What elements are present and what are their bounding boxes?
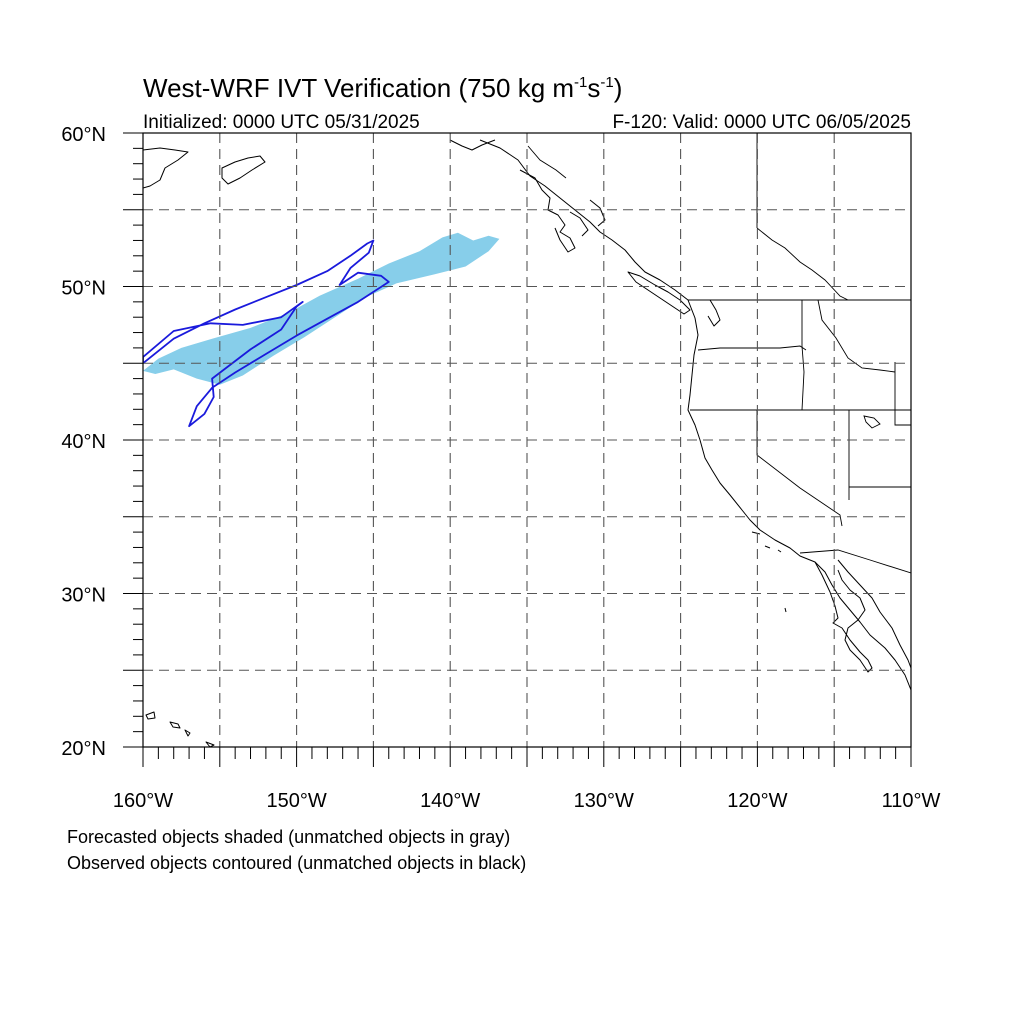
axis-ticks	[123, 132, 912, 767]
island-hawaii	[145, 711, 215, 747]
lat-tick-label: 20°N	[61, 738, 106, 760]
lon-tick-label: 130°W	[574, 790, 634, 812]
coastline-aleutian-segment	[221, 155, 266, 185]
border-alaska-canada	[527, 145, 567, 179]
border-wa-or	[697, 345, 807, 351]
coastline-alaska-islands	[519, 169, 606, 253]
lon-tick-label: 160°W	[113, 790, 173, 812]
lon-tick-label: 150°W	[266, 790, 326, 812]
init-time-label: Initialized: 0000 UTC 05/31/2025	[143, 112, 420, 133]
lat-tick-label: 60°N	[61, 124, 106, 146]
coastline-vancouver-island	[627, 271, 691, 315]
lon-tick-label: 120°W	[727, 790, 787, 812]
borders	[527, 133, 911, 574]
lat-tick-label: 40°N	[61, 431, 106, 453]
border-bc-alberta	[756, 227, 849, 301]
coastline-puget-sound	[707, 299, 721, 327]
note-observed: Observed objects contoured (unmatched ob…	[67, 853, 526, 873]
lat-tick-label: 30°N	[61, 585, 106, 607]
border-us-mexico	[799, 549, 911, 574]
lake-icon	[863, 415, 881, 429]
observed-object-contour-1	[143, 239, 390, 428]
coastline-gulf-mainland	[837, 559, 911, 669]
note-forecast: Forecasted objects shaded (unmatched obj…	[67, 827, 510, 847]
lat-tick-label: 50°N	[61, 278, 106, 300]
forecast-object-shading	[143, 232, 500, 385]
border-id-west	[801, 300, 805, 411]
border-id-mt	[817, 299, 896, 373]
border-wy	[894, 362, 911, 426]
coastline-asia-corner	[143, 147, 189, 189]
observed-objects-layer	[143, 239, 390, 428]
graticule	[143, 133, 911, 747]
valid-time-label: F-120: Valid: 0000 UTC 06/05/2025	[612, 112, 911, 133]
coastline-alaska-top	[449, 139, 496, 151]
lon-tick-label: 110°W	[882, 790, 941, 812]
islands-channel	[751, 531, 787, 613]
longitude-labels: 160°W 150°W 140°W 130°W 120°W 110°W	[113, 790, 941, 812]
chart-title: West-WRF IVT Verification (750 kg m-1s-1…	[143, 73, 622, 103]
latitude-labels: 60°N 50°N 40°N 30°N 20°N	[61, 124, 106, 760]
lon-tick-label: 140°W	[420, 790, 480, 812]
map-area	[143, 133, 911, 747]
